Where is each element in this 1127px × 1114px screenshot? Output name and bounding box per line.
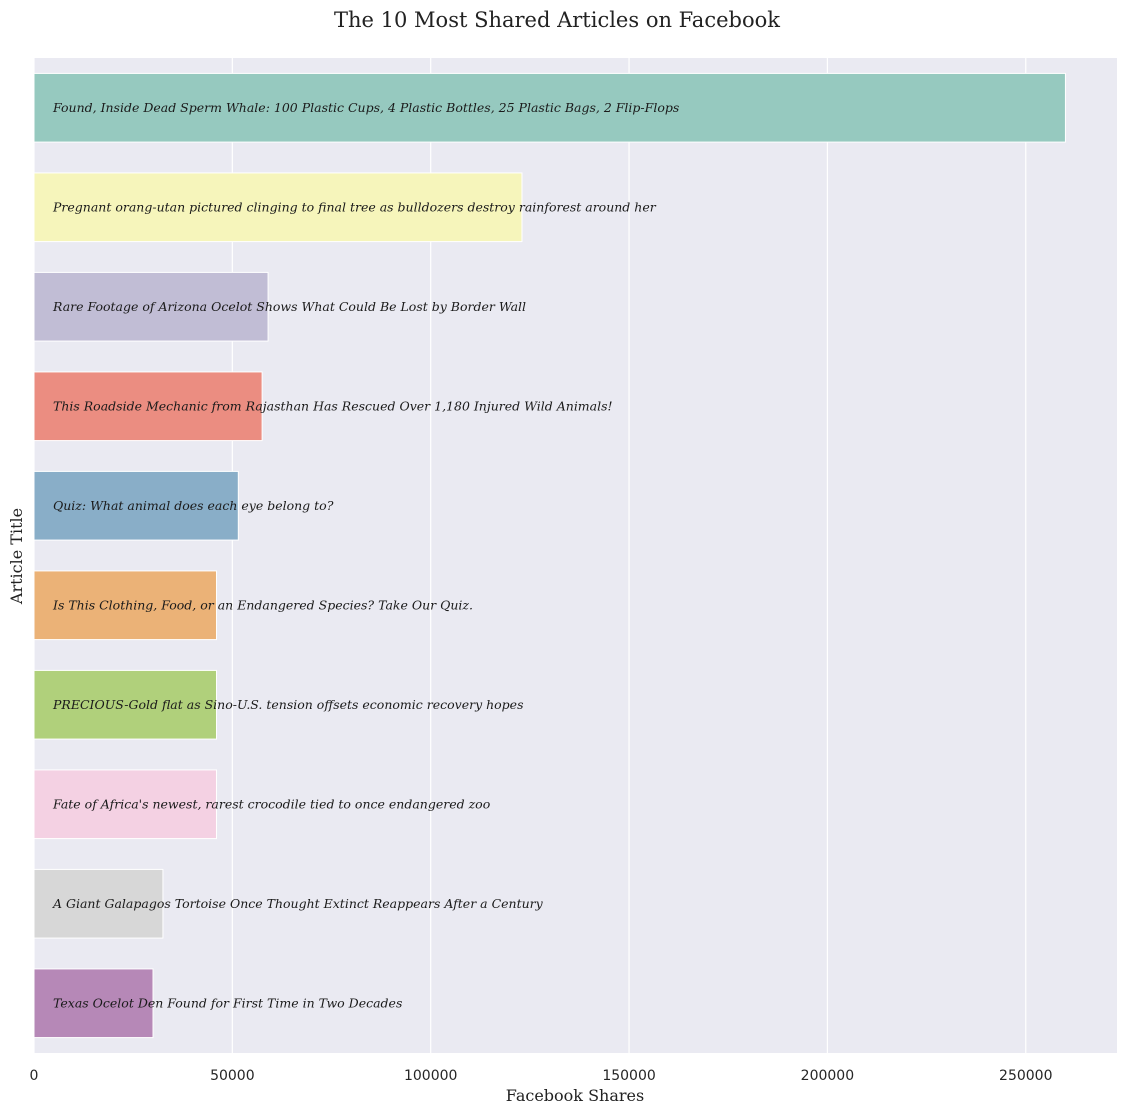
bar	[33, 669, 217, 740]
y-axis-label: Article Title	[7, 508, 26, 605]
x-tick-label: 250000	[999, 1068, 1052, 1084]
x-axis-label: Facebook Shares	[506, 1086, 644, 1105]
bar-label: Texas Ocelot Den Found for First Time in…	[53, 995, 402, 1010]
bar	[33, 868, 164, 939]
x-tick-label: 100000	[404, 1068, 457, 1084]
chart-title: The 10 Most Shared Articles on Facebook	[334, 8, 780, 32]
x-tick-label: 200000	[801, 1068, 854, 1084]
bar	[33, 570, 217, 641]
bar-label: A Giant Galapagos Tortoise Once Thought …	[52, 896, 544, 911]
bar	[33, 470, 239, 541]
x-tick-label: 0	[30, 1068, 39, 1084]
bar-label: PRECIOUS-Gold flat as Sino-U.S. tension …	[52, 697, 524, 712]
bar-label: Found, Inside Dead Sperm Whale: 100 Plas…	[52, 100, 679, 115]
bar-label: Quiz: What animal does each eye belong t…	[53, 498, 334, 513]
x-tick-labels: 0 50000 100000 150000 200000 250000	[30, 1068, 1053, 1084]
bar-label: This Roadside Mechanic from Rajasthan Ha…	[53, 398, 613, 413]
bar-labels: Found, Inside Dead Sperm Whale: 100 Plas…	[52, 100, 679, 1011]
bar	[33, 371, 263, 442]
bars	[33, 72, 1066, 1039]
bar	[33, 172, 523, 243]
bar-label: Fate of Africa's newest, rarest crocodil…	[52, 796, 490, 811]
bar	[33, 72, 1066, 143]
bar-label: Pregnant orang-utan pictured clinging to…	[52, 199, 657, 214]
bar	[33, 968, 154, 1039]
bar-label: Is This Clothing, Food, or an Endangered…	[52, 597, 473, 612]
x-tick-label: 150000	[602, 1068, 655, 1084]
bar	[33, 271, 269, 342]
bar	[33, 769, 217, 840]
bar-label: Rare Footage of Arizona Ocelot Shows Wha…	[52, 299, 526, 314]
x-tick-label: 50000	[210, 1068, 255, 1084]
